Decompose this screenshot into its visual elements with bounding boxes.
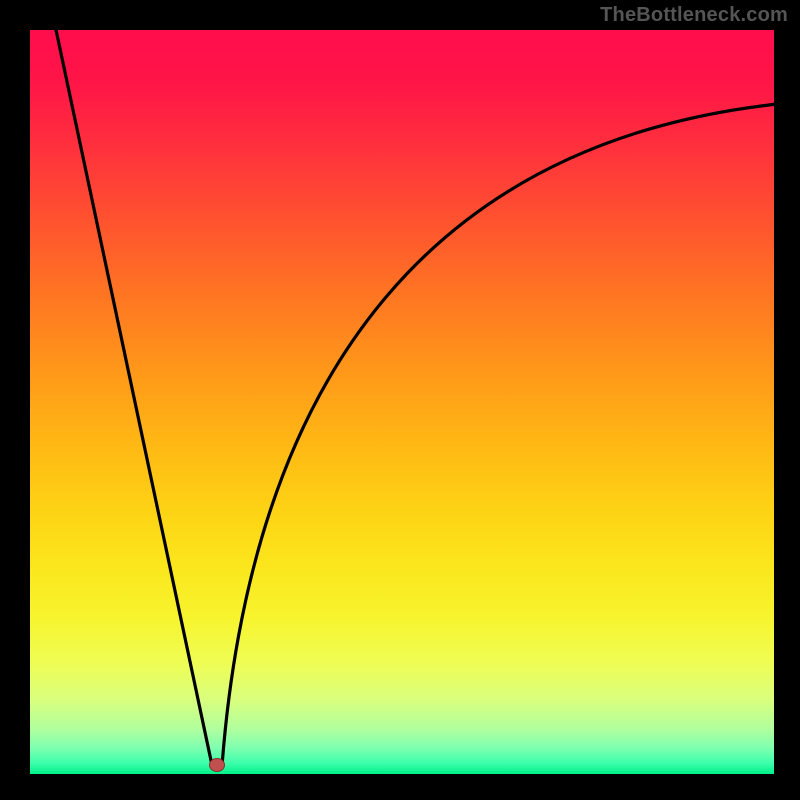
watermark-text: TheBottleneck.com <box>600 4 788 27</box>
chart-container: TheBottleneck.com <box>0 0 800 800</box>
plot-area <box>30 30 774 774</box>
curve-overlay <box>30 30 774 774</box>
